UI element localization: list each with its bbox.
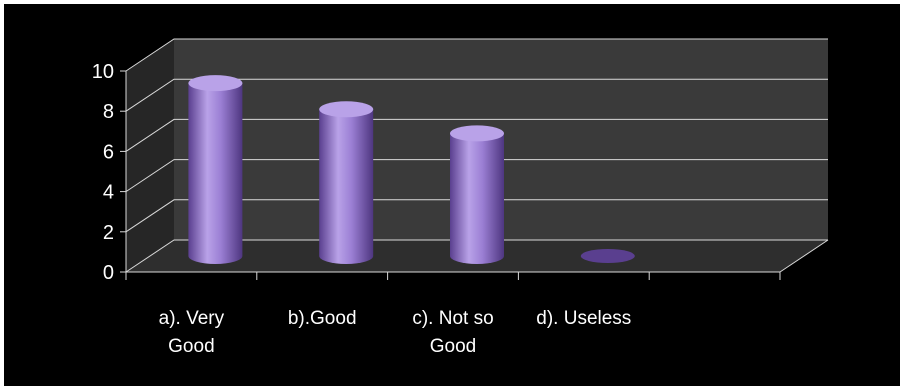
gridlines: [125, 38, 828, 273]
gridline: [125, 78, 828, 112]
bar: [319, 101, 374, 265]
bar-body: [188, 83, 243, 264]
labels: 0 2 4 6 8 10 a). Very Good b).Good c). Not so Good…: [92, 61, 632, 357]
bar-base: [580, 249, 635, 263]
bar: [580, 249, 635, 263]
x-category-label: d). Useless: [536, 308, 631, 329]
bar-body: [450, 133, 504, 264]
gridline: [125, 239, 828, 273]
gridline: [125, 38, 828, 72]
bar: [450, 125, 504, 264]
y-tick-label: 6: [103, 141, 114, 163]
y-tick-label: 10: [92, 61, 114, 83]
gridline: [125, 159, 828, 193]
bar-top: [450, 125, 504, 142]
bar-body: [319, 109, 374, 265]
side-wall: [126, 39, 174, 272]
y-tick-label: 2: [103, 222, 114, 244]
x-category-label: Good: [430, 336, 476, 357]
x-category-label: b).Good: [288, 308, 357, 329]
chart-background: 0 2 4 6 8 10 a). Very Good b).Good c). Not so Good…: [4, 4, 900, 386]
y-tick-label: 0: [103, 262, 114, 284]
x-category-label: a). Very: [159, 308, 225, 329]
floor-edge: [779, 239, 829, 273]
cylinder-bar-chart: 0 2 4 6 8 10 a). Very Good b).Good c). Not so Good…: [92, 38, 829, 357]
bar: [188, 75, 243, 264]
bar-top: [188, 75, 243, 92]
y-tick-label: 8: [103, 101, 114, 123]
axes: [120, 70, 829, 280]
bars: [188, 75, 635, 265]
x-category-label: c). Not so: [412, 308, 493, 329]
gridline: [125, 118, 828, 152]
x-category-label: Good: [168, 336, 214, 357]
y-tick-label: 4: [103, 182, 114, 204]
gridline: [125, 199, 828, 233]
bar-top: [319, 101, 374, 118]
